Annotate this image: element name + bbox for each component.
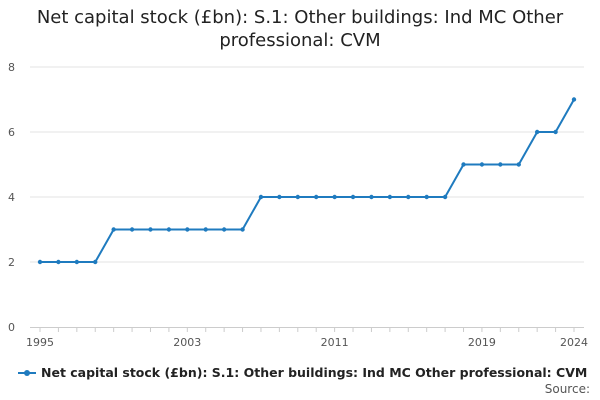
data-point-2008[interactable]	[277, 194, 282, 200]
y-axis-tick-labels: 0 2 4 6 8	[8, 61, 15, 334]
x-axis-tick-labels: 1995 2003 2011 2019 2024	[26, 336, 588, 349]
x-tick-label-2019: 2019	[468, 336, 496, 349]
source-label: Source:	[544, 382, 590, 396]
y-tick-label-0: 0	[8, 321, 15, 334]
data-point-2003[interactable]	[185, 227, 190, 232]
data-point-1997[interactable]	[74, 259, 80, 265]
legend-marker	[18, 368, 36, 378]
data-point-2001[interactable]	[148, 227, 153, 232]
data-point-2016[interactable]	[424, 194, 429, 200]
x-axis	[30, 327, 584, 332]
series-group	[37, 97, 577, 265]
y-tick-label-6: 6	[8, 126, 15, 139]
chart-title: Net capital stock (£bn): S.1: Other buil…	[0, 6, 600, 52]
series-line-0	[40, 99, 575, 263]
chart-title-line-2: professional: CVM	[219, 30, 381, 51]
legend-label: Net capital stock (£bn): S.1: Other buil…	[41, 365, 588, 380]
data-point-2000[interactable]	[129, 227, 135, 232]
y-tick-label-4: 4	[8, 191, 15, 204]
data-point-2015[interactable]	[406, 194, 411, 200]
data-point-2007[interactable]	[258, 194, 264, 200]
data-point-2012[interactable]	[350, 194, 356, 200]
legend[interactable]: Net capital stock (£bn): S.1: Other buil…	[18, 365, 587, 380]
y-tick-label-2: 2	[8, 256, 15, 269]
data-point-2022[interactable]	[534, 129, 540, 135]
x-tick-label-2024: 2024	[560, 336, 588, 349]
data-point-1999[interactable]	[111, 227, 116, 232]
gridlines	[30, 66, 584, 263]
data-point-2011[interactable]	[332, 194, 337, 200]
data-point-2018[interactable]	[461, 162, 466, 167]
data-point-2017[interactable]	[442, 194, 448, 200]
data-point-1995[interactable]	[37, 259, 43, 265]
data-point-2021[interactable]	[516, 162, 521, 167]
data-point-2005[interactable]	[221, 227, 227, 232]
data-point-2004[interactable]	[203, 227, 208, 232]
data-point-2019[interactable]	[479, 162, 485, 167]
x-tick-label-2003: 2003	[173, 336, 201, 349]
data-point-2020[interactable]	[498, 162, 503, 167]
data-point-2014[interactable]	[387, 194, 393, 200]
data-point-2024[interactable]	[571, 97, 577, 102]
y-tick-label-8: 8	[8, 61, 15, 74]
data-point-2006[interactable]	[240, 227, 245, 232]
x-tick-label-1995: 1995	[26, 336, 54, 349]
x-tick-label-2011: 2011	[321, 336, 349, 349]
data-point-2002[interactable]	[166, 227, 172, 232]
chart-title-line-1: Net capital stock (£bn): S.1: Other buil…	[36, 7, 564, 28]
data-point-2013[interactable]	[369, 194, 374, 200]
data-point-2010[interactable]	[314, 194, 319, 200]
data-point-2023[interactable]	[553, 129, 558, 135]
data-point-2009[interactable]	[295, 194, 300, 200]
data-point-1998[interactable]	[93, 259, 98, 265]
data-point-1996[interactable]	[56, 259, 61, 265]
